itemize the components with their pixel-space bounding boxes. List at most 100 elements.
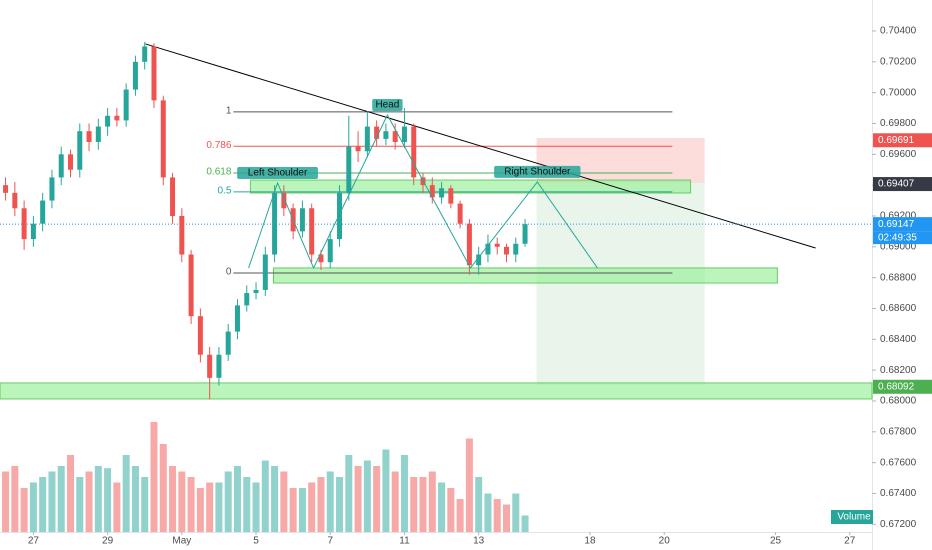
- volume-bar: [512, 493, 520, 532]
- candle-body: [476, 254, 482, 266]
- candle-body: [244, 293, 250, 306]
- candle-body: [522, 224, 528, 244]
- candle-body: [439, 188, 445, 198]
- candle-body: [12, 192, 18, 209]
- candle-body: [123, 89, 129, 121]
- y-tick-label: 0.67800: [880, 426, 917, 437]
- volume-bar: [326, 471, 334, 532]
- y-tick-label: 0.68600: [880, 303, 917, 314]
- volume-bar: [363, 460, 371, 532]
- candle-body: [30, 223, 36, 240]
- candle-body: [309, 208, 315, 255]
- candle-body: [318, 254, 324, 263]
- fib-label: 1: [226, 106, 232, 117]
- volume-bar: [196, 488, 204, 532]
- volume-label: Volume: [837, 512, 871, 523]
- x-tick-label: 20: [659, 536, 671, 547]
- x-tick-label: 29: [102, 536, 114, 547]
- price-tag-bg: [873, 379, 932, 394]
- candle-body: [197, 316, 203, 355]
- volume-bar: [391, 471, 399, 532]
- pattern-label: Left Shoulder: [248, 168, 308, 179]
- volume-bar: [493, 499, 501, 532]
- candle-body: [77, 131, 83, 170]
- candle-body: [151, 46, 157, 101]
- volume-bar: [57, 466, 65, 532]
- fib-label: 0.5: [217, 186, 231, 197]
- volume-bar: [243, 477, 251, 532]
- volume-bar: [336, 477, 344, 532]
- y-tick-label: 0.69200: [880, 211, 917, 222]
- volume-bar: [410, 477, 418, 532]
- candle-body: [299, 208, 305, 232]
- candle-body: [272, 192, 278, 255]
- countdown-bg: [873, 231, 932, 245]
- x-tick-label: 27: [28, 536, 40, 547]
- y-tick-label: 0.67600: [880, 457, 917, 468]
- candle-body: [262, 254, 268, 290]
- y-tick-label: 0.70200: [880, 56, 917, 67]
- current-price-tag: 0.69147: [878, 219, 915, 230]
- volume-bar: [159, 444, 167, 532]
- x-tick-label: 27: [844, 536, 856, 547]
- candle-body: [114, 115, 120, 121]
- volume-bar: [465, 438, 473, 532]
- candle-body: [68, 154, 74, 170]
- volume-bar: [261, 460, 269, 532]
- volume-bar: [456, 499, 464, 532]
- volume-bar: [354, 466, 362, 532]
- volume-bar: [29, 482, 37, 532]
- volume-bar: [484, 493, 492, 532]
- y-tick-label: 0.68800: [880, 272, 917, 283]
- pattern-label: Head: [375, 100, 399, 111]
- pattern-label-bg: [372, 99, 403, 112]
- candle-body: [392, 131, 398, 142]
- pattern-label-bg: [237, 166, 318, 179]
- volume-bar: [169, 466, 177, 532]
- volume-bar: [2, 471, 10, 532]
- price-tag: 0.69407: [878, 179, 915, 190]
- volume-bar: [48, 471, 56, 532]
- x-tick-label: 25: [770, 536, 782, 547]
- candle-body: [327, 239, 333, 263]
- volume-bar: [11, 466, 19, 532]
- volume-bar: [178, 471, 186, 532]
- candle-body: [466, 223, 472, 266]
- candle-body: [86, 131, 92, 142]
- candle-body: [207, 354, 213, 378]
- candle-body: [21, 208, 27, 240]
- fib-label: 0: [226, 267, 232, 278]
- zone: [249, 179, 692, 194]
- volume-bar: [85, 471, 93, 532]
- volume-bar: [521, 515, 529, 532]
- x-tick-label: May: [172, 536, 191, 547]
- y-tick-label: 0.67200: [880, 519, 917, 530]
- y-tick-label: 0.68400: [880, 334, 917, 345]
- candle-body: [179, 215, 185, 255]
- volume-bar: [39, 477, 47, 532]
- y-tick-label: 0.68200: [880, 365, 917, 376]
- x-tick-label: 11: [399, 536, 410, 547]
- volume-bar: [271, 466, 279, 532]
- candle-body: [457, 203, 463, 224]
- candle-body: [494, 243, 500, 247]
- candle-body: [170, 177, 176, 216]
- candle-body: [95, 126, 101, 142]
- volume-bar: [503, 504, 511, 532]
- candle-body: [337, 192, 343, 240]
- volume-bar: [317, 477, 325, 532]
- candle-body: [58, 154, 64, 178]
- volume-bar: [280, 471, 288, 532]
- x-tick-label: 18: [584, 536, 596, 547]
- x-tick-label: 7: [327, 536, 333, 547]
- volume-bar: [252, 482, 260, 532]
- candle-body: [105, 115, 111, 127]
- candle-body: [383, 131, 389, 139]
- price-tag: 0.68092: [878, 381, 915, 392]
- pattern-label: Right Shoulder: [504, 167, 571, 178]
- candle-body: [485, 243, 491, 255]
- volume-bar: [447, 488, 455, 532]
- candle-body: [346, 146, 352, 193]
- candle-body: [188, 254, 194, 317]
- fib-label: 0.618: [206, 167, 231, 178]
